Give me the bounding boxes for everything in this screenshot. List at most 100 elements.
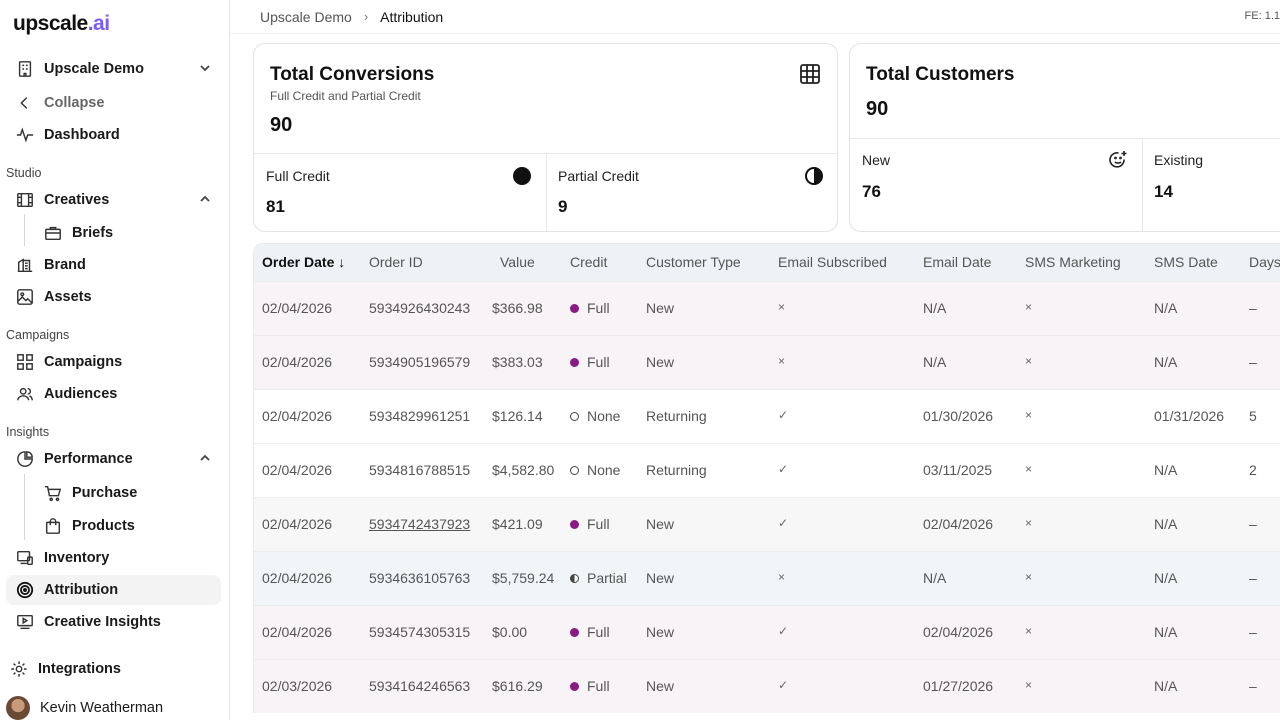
column-email-subscribed[interactable]: Email Subscribed — [778, 254, 887, 270]
attribution-label: Attribution — [44, 582, 119, 598]
workspace-switcher[interactable]: Upscale Demo — [6, 54, 221, 84]
building-icon — [14, 58, 36, 80]
nav-brand[interactable]: Brand — [6, 250, 221, 280]
table-row[interactable]: 02/04/2026 5934829961251 $126.14 None Return… — [254, 389, 1280, 443]
cell-sms-date: N/A — [1154, 678, 1178, 694]
nav-products[interactable]: Products — [34, 511, 221, 541]
partial-credit-value: 9 — [558, 197, 568, 216]
devices-icon — [14, 547, 36, 569]
table-row[interactable]: 02/03/2026 5934164246563 $616.29 Full New ✓ 01… — [254, 659, 1280, 713]
cell-sms-marketing: × — [1025, 354, 1033, 368]
table-row[interactable]: 02/04/2026 5934742437923 $421.09 Full New ✓ 02… — [254, 497, 1280, 551]
existing-customers-label: Existing — [1154, 152, 1204, 168]
breadcrumb-root[interactable]: Upscale Demo — [260, 8, 352, 25]
cell-value: $0.00 — [492, 624, 528, 640]
gear-icon — [8, 658, 30, 680]
nav-inventory[interactable]: Inventory — [6, 543, 221, 573]
cell-order-date: 02/04/2026 — [262, 516, 333, 532]
cell-order-date: 02/04/2026 — [262, 624, 333, 640]
briefcase-icon — [42, 222, 64, 244]
cell-days: 5 — [1249, 408, 1257, 424]
film-icon — [14, 189, 36, 211]
collapse-label: Collapse — [44, 95, 105, 111]
nav-purchase[interactable]: Purchase — [34, 478, 221, 508]
table-grid-icon[interactable] — [799, 63, 821, 85]
cell-order-date: 02/03/2026 — [262, 678, 333, 694]
cell-order-id[interactable]: 5934926430243 — [369, 300, 471, 316]
full-credit-dot-icon — [570, 628, 579, 637]
nav-briefs[interactable]: Briefs — [34, 218, 221, 248]
user-profile[interactable]: Kevin Weatherman — [6, 696, 163, 720]
column-days[interactable]: Days — [1249, 254, 1280, 270]
cell-days: – — [1249, 624, 1257, 640]
table-row[interactable]: 02/04/2026 5934905196579 $383.03 Full New × N/… — [254, 335, 1280, 389]
image-icon — [14, 286, 36, 308]
column-sms-marketing[interactable]: SMS Marketing — [1025, 254, 1121, 270]
brand-label: Brand — [44, 257, 86, 273]
total-conversions-value: 90 — [270, 114, 293, 136]
cell-customer-type: New — [646, 678, 675, 694]
cell-order-id[interactable]: 5934574305315 — [369, 624, 471, 640]
cell-days: 2 — [1249, 462, 1257, 478]
tree-line — [24, 214, 25, 246]
cell-order-date: 02/04/2026 — [262, 354, 333, 370]
column-sms-date[interactable]: SMS Date — [1154, 254, 1218, 270]
cell-credit: Full — [570, 354, 610, 370]
cell-value: $383.03 — [492, 354, 543, 370]
cell-email-subscribed: ✓ — [778, 624, 789, 638]
cell-order-id[interactable]: 5934636105763 — [369, 570, 471, 586]
table-row[interactable]: 02/04/2026 5934574305315 $0.00 Full New ✓ 02/0… — [254, 605, 1280, 659]
nav-assets[interactable]: Assets — [6, 282, 221, 312]
section-insights: Insights — [6, 425, 50, 439]
nav-performance[interactable]: Performance — [6, 444, 221, 474]
cell-email-subscribed: × — [778, 300, 786, 314]
column-order-id[interactable]: Order ID — [369, 254, 423, 270]
new-customers-value: 76 — [862, 182, 881, 201]
column-customer-type[interactable]: Customer Type — [646, 254, 741, 270]
cell-order-id[interactable]: 5934816788515 — [369, 462, 471, 478]
cell-order-id[interactable]: 5934905196579 — [369, 354, 471, 370]
cell-email-subscribed: ✓ — [778, 408, 789, 422]
audiences-label: Audiences — [44, 386, 118, 402]
cell-email-subscribed: × — [778, 354, 786, 368]
cell-sms-marketing: × — [1025, 408, 1033, 422]
divider — [546, 153, 547, 231]
upscale-logo[interactable]: upscale.ai — [13, 12, 110, 35]
column-email-date[interactable]: Email Date — [923, 254, 992, 270]
chevron-left-icon — [14, 92, 36, 114]
nav-dashboard[interactable]: Dashboard — [6, 120, 221, 150]
sidebar: upscale.ai Upscale Demo Collapse Dashboa… — [0, 0, 230, 720]
nav-audiences[interactable]: Audiences — [6, 379, 221, 409]
cell-credit: Partial — [570, 570, 627, 586]
column-credit[interactable]: Credit — [570, 254, 608, 270]
column-value[interactable]: Value — [500, 254, 535, 270]
nav-creative-insights[interactable]: Creative Insights — [6, 607, 221, 637]
cell-days: – — [1249, 570, 1257, 586]
cell-customer-type: Returning — [646, 408, 707, 424]
cell-email-subscribed: ✓ — [778, 678, 789, 692]
credit-label: Full — [587, 624, 610, 640]
column-order-date[interactable]: Order Date ↓ — [262, 254, 346, 270]
nav-integrations[interactable]: Integrations — [0, 654, 215, 684]
integrations-label: Integrations — [38, 661, 121, 677]
cell-order-id[interactable]: 5934164246563 — [369, 678, 471, 694]
chevron-up-icon — [199, 452, 211, 464]
table-row[interactable]: 02/04/2026 5934636105763 $5,759.24 Partial N… — [254, 551, 1280, 605]
cell-email-date: 02/04/2026 — [923, 516, 994, 532]
cell-sms-date: N/A — [1154, 570, 1178, 586]
collapse-button[interactable]: Collapse — [6, 88, 221, 118]
cell-sms-date: 01/31/2026 — [1154, 408, 1225, 424]
full-circle-icon — [513, 167, 531, 185]
none-credit-dot-icon — [570, 466, 579, 475]
new-customers-label: New — [862, 152, 891, 168]
section-studio: Studio — [6, 166, 42, 180]
cell-credit: None — [570, 408, 620, 424]
cell-credit: Full — [570, 516, 610, 532]
cell-order-id[interactable]: 5934829961251 — [369, 408, 471, 424]
nav-campaigns[interactable]: Campaigns — [6, 347, 221, 377]
nav-attribution[interactable]: Attribution — [6, 575, 221, 605]
cell-order-id[interactable]: 5934742437923 — [369, 516, 471, 532]
table-row[interactable]: 02/04/2026 5934816788515 $4,582.80 None Retu… — [254, 443, 1280, 497]
nav-creatives[interactable]: Creatives — [6, 185, 221, 215]
table-row[interactable]: 02/04/2026 5934926430243 $366.98 Full New × N/… — [254, 281, 1280, 335]
